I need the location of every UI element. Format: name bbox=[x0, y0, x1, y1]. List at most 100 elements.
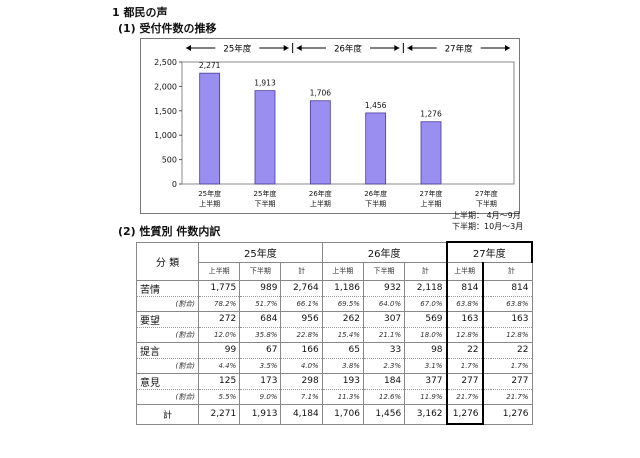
x-tick-label: 27年度 bbox=[420, 189, 443, 198]
breakdown-table: 分 類 25年度 26年度 27年度 上半期 下半期計上半期 下半期計上半期計 苦情… bbox=[136, 241, 534, 425]
sub-header: 計 bbox=[404, 261, 448, 281]
value-cell: 193 bbox=[321, 372, 364, 390]
year-band-bg bbox=[215, 42, 260, 54]
note-second-half: 下半期：10月～3月 bbox=[452, 222, 524, 231]
value-cell: 2,118 bbox=[404, 279, 448, 297]
value-cell: 22 bbox=[491, 341, 533, 359]
year-band-label: 26年度 bbox=[334, 44, 362, 55]
bar-value-label: 2,271 bbox=[199, 61, 221, 70]
value-cell: 163 bbox=[445, 310, 484, 328]
ratio-cell: 63.8% bbox=[491, 295, 533, 312]
ratio-cell: 3.5% bbox=[239, 357, 282, 374]
value-cell: 932 bbox=[362, 279, 406, 297]
bar bbox=[199, 72, 221, 185]
bar bbox=[254, 90, 276, 185]
ratio-cell: 11.3% bbox=[321, 388, 364, 405]
ratio-cell: 78.2% bbox=[197, 295, 241, 312]
value-cell bbox=[481, 310, 492, 328]
chart-heading: (1) 受付件数の推移 bbox=[118, 22, 217, 35]
ratio-cell: 4.4% bbox=[197, 357, 241, 374]
ratio-cell bbox=[481, 326, 492, 343]
ratio-cell: 4.0% bbox=[280, 357, 323, 374]
value-cell: 277 bbox=[445, 372, 484, 390]
x-tick-label: 下半期 bbox=[365, 199, 386, 208]
ratio-cell: 12.6% bbox=[362, 388, 406, 405]
year-band-label: 25年度 bbox=[223, 44, 251, 55]
value-cell: 67 bbox=[239, 341, 282, 359]
ratio-cell: 35.8% bbox=[239, 326, 282, 343]
ratio-cell: 21.7% bbox=[491, 388, 533, 405]
sub-header: 下半期 bbox=[362, 261, 406, 281]
ratio-cell: 1.7% bbox=[445, 357, 484, 374]
total-cell: 1,913 bbox=[239, 403, 282, 425]
value-cell: 814 bbox=[491, 279, 533, 297]
year-band-arrow-right bbox=[394, 45, 400, 51]
total-label: 計 bbox=[136, 403, 199, 425]
year-band-bg bbox=[326, 42, 370, 54]
value-cell: 65 bbox=[321, 341, 364, 359]
x-tick-label: 25年度 bbox=[198, 189, 221, 198]
total-cell: 1,456 bbox=[362, 403, 406, 425]
ratio-cell: 69.5% bbox=[321, 295, 364, 312]
value-cell: 956 bbox=[280, 310, 323, 328]
value-cell bbox=[481, 372, 492, 390]
x-tick-label: 上半期 bbox=[199, 199, 220, 208]
row-label: 苦情 bbox=[136, 279, 199, 297]
ratio-cell: 51.7% bbox=[239, 295, 282, 312]
ratio-cell: 3.8% bbox=[321, 357, 364, 374]
bar-value-label: 1,913 bbox=[254, 79, 276, 88]
x-tick-label: 27年度 bbox=[475, 189, 498, 198]
bar-value-label: 1,706 bbox=[310, 89, 332, 98]
ratio-label: (割合) bbox=[136, 357, 199, 374]
ratio-cell: 63.8% bbox=[445, 295, 484, 312]
plot-area bbox=[181, 61, 515, 185]
value-cell bbox=[481, 279, 492, 297]
note-first-half: 上半期： 4月～9月 bbox=[452, 211, 521, 220]
total-cell: 1,276 bbox=[491, 403, 533, 425]
total-cell: 1,706 bbox=[321, 403, 364, 425]
year-header: 25年度 bbox=[198, 241, 323, 263]
y-tick-label: 2,500 bbox=[154, 58, 177, 67]
value-cell: 307 bbox=[362, 310, 406, 328]
y-tick-label: 500 bbox=[162, 156, 177, 165]
value-cell: 99 bbox=[197, 341, 241, 359]
sub-header: 計 bbox=[491, 261, 533, 281]
table-heading: (2) 性質別 件数内訳 bbox=[118, 225, 221, 238]
ratio-cell: 12.0% bbox=[197, 326, 241, 343]
ratio-cell: 18.0% bbox=[404, 326, 448, 343]
value-cell: 173 bbox=[239, 372, 282, 390]
ratio-cell: 66.1% bbox=[280, 295, 323, 312]
year-band-label: 27年度 bbox=[445, 44, 473, 55]
value-cell: 166 bbox=[280, 341, 323, 359]
value-cell: 2,764 bbox=[280, 279, 323, 297]
total-cell bbox=[481, 403, 492, 425]
value-cell: 272 bbox=[197, 310, 241, 328]
value-cell: 989 bbox=[239, 279, 282, 297]
sub-header: 計 bbox=[280, 261, 323, 281]
ratio-label: (割合) bbox=[136, 326, 199, 343]
row-label: 要望 bbox=[136, 310, 199, 328]
value-cell: 262 bbox=[321, 310, 364, 328]
category-header: 分 類 bbox=[136, 241, 199, 281]
value-cell: 298 bbox=[280, 372, 323, 390]
ratio-cell bbox=[481, 388, 492, 405]
sub-header: 下半期 bbox=[239, 261, 282, 281]
year-band-arrow-left bbox=[296, 45, 302, 51]
ratio-cell: 64.0% bbox=[362, 295, 406, 312]
value-cell: 125 bbox=[197, 372, 241, 390]
x-tick-label: 下半期 bbox=[476, 199, 497, 208]
y-tick-label: 1,000 bbox=[154, 131, 177, 140]
ratio-cell: 3.1% bbox=[404, 357, 448, 374]
year-header: 26年度 bbox=[321, 241, 448, 263]
value-cell: 163 bbox=[491, 310, 533, 328]
y-tick-label: 0 bbox=[172, 180, 177, 189]
total-cell: 1,276 bbox=[445, 403, 484, 425]
bar bbox=[365, 112, 387, 185]
value-cell: 814 bbox=[445, 279, 484, 297]
ratio-cell bbox=[481, 295, 492, 312]
value-cell: 184 bbox=[362, 372, 406, 390]
total-cell: 2,271 bbox=[197, 403, 241, 425]
year-header: 27年度 bbox=[445, 241, 534, 263]
value-cell: 684 bbox=[239, 310, 282, 328]
ratio-cell: 5.5% bbox=[197, 388, 241, 405]
